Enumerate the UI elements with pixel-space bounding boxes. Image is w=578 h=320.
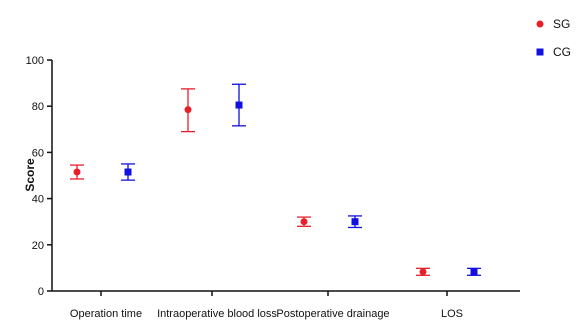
legend-item-sg: SG [536, 17, 570, 31]
data-point [184, 106, 192, 114]
data-point [419, 268, 427, 276]
data-point [124, 168, 132, 176]
y-tick-label: 40 [32, 194, 44, 206]
x-axis: Operation time Intraoperative blood loss P… [52, 290, 520, 320]
y-tick-label: 0 [38, 286, 44, 298]
x-tick-label: Operation time [70, 308, 142, 320]
legend-marker [536, 48, 544, 56]
data-point [73, 168, 81, 176]
y-tick-label: 20 [32, 240, 44, 252]
data-point [235, 101, 243, 109]
series-cg [121, 83, 481, 276]
legend: SG CG [536, 17, 571, 59]
x-tick-label: Intraoperative blood loss [157, 308, 277, 320]
plot-area [70, 83, 481, 276]
data-point [470, 268, 478, 276]
series-sg [70, 88, 430, 276]
data-point [351, 218, 359, 226]
y-axis: 0 20 40 60 80 100 [26, 55, 53, 298]
legend-item-cg: CG [536, 45, 571, 59]
x-tick-label: LOS [441, 308, 463, 320]
y-axis-title: Score [23, 158, 37, 192]
legend-label: SG [553, 17, 570, 31]
y-tick-label: 80 [32, 101, 44, 113]
x-tick-label: Postoperative drainage [276, 308, 389, 320]
legend-marker [536, 20, 544, 28]
y-tick-label: 60 [32, 147, 44, 159]
legend-label: CG [553, 45, 571, 59]
y-tick-label: 100 [26, 55, 44, 67]
data-point [300, 218, 308, 226]
